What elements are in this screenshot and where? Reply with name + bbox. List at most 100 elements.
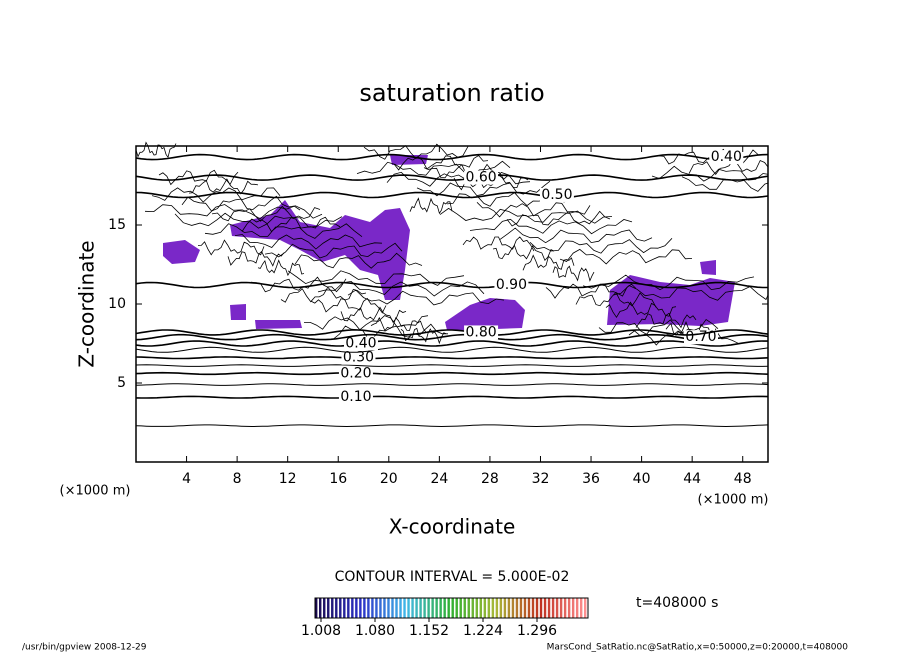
contour-label: 0.80 — [465, 324, 496, 340]
contour-texture-line — [294, 252, 423, 269]
colorbar-cell — [447, 598, 450, 618]
contour-label: 0.40 — [711, 149, 742, 165]
contour-texture-line — [469, 218, 633, 235]
colorbar-cell — [451, 598, 454, 618]
colorbar-cell — [343, 598, 346, 618]
contour-texture-line — [552, 265, 595, 282]
contour-texture-line — [250, 276, 347, 293]
colorbar-cell — [355, 598, 358, 618]
contour-line — [135, 383, 769, 386]
colorbar-cell — [327, 598, 330, 618]
contour-texture-line — [204, 223, 363, 239]
contour-texture-line — [393, 154, 489, 171]
contour-texture-line — [439, 207, 613, 224]
contour-label: 0.20 — [340, 366, 371, 382]
colorbar-cell — [387, 598, 390, 618]
colorbar-cell — [435, 598, 438, 618]
contour-label: 0.10 — [340, 389, 371, 405]
shade-region — [445, 298, 525, 330]
colorbar-cell — [383, 598, 386, 618]
colorbar-tick-label: 1.080 — [355, 623, 395, 639]
contour-texture-line — [158, 169, 239, 186]
footer-left: /usr/bin/gpview 2008-12-29 — [22, 643, 147, 653]
colorbar-cell — [567, 598, 571, 618]
contour-label-bg — [338, 366, 373, 381]
contour-line — [135, 191, 769, 199]
colorbar-cell — [523, 598, 527, 618]
colorbar-cell — [335, 598, 338, 618]
colorbar-cell — [427, 598, 430, 618]
x-tick-label: 12 — [279, 471, 297, 487]
colorbar-cell — [403, 598, 406, 618]
colorbar-tick-label: 1.296 — [517, 623, 557, 639]
contour-label: 0.40 — [345, 336, 376, 352]
contour-texture-line — [264, 242, 403, 259]
colorbar-cell — [487, 598, 491, 618]
contour-texture-line — [151, 187, 281, 203]
contour-texture-line — [188, 178, 259, 195]
colorbar-cell — [411, 598, 414, 618]
colorbar-cell — [423, 598, 426, 618]
colorbar-cell — [359, 598, 362, 618]
contour-texture-line — [227, 250, 285, 267]
colorbar-cell — [371, 598, 374, 618]
x-tick-label: 8 — [233, 471, 242, 487]
contour-texture-line — [409, 197, 453, 215]
contour-label-bg — [341, 350, 376, 365]
colorbar-cell — [503, 598, 507, 618]
x-tick-label: 36 — [582, 471, 600, 487]
y-unit: (×1000 m) — [60, 484, 131, 499]
colorbar-cell — [531, 598, 535, 618]
contour-line — [135, 281, 768, 289]
colorbar-cell — [347, 598, 350, 618]
contour-label-bg — [709, 150, 744, 165]
x-tick-label: 28 — [481, 471, 499, 487]
colorbar-cell — [471, 598, 474, 618]
x-tick-label: 44 — [683, 471, 701, 487]
colorbar-cell — [415, 598, 418, 618]
contour-line — [135, 329, 769, 336]
contour-texture-line — [476, 202, 591, 218]
colorbar-tick-label: 1.152 — [409, 623, 449, 639]
contour-texture-line — [462, 236, 535, 252]
colorbar-cell — [579, 598, 583, 618]
contour-texture-line — [363, 143, 469, 160]
colorbar-cell — [419, 598, 422, 618]
shade-region — [230, 200, 410, 300]
contour-texture-line — [280, 286, 367, 303]
contour-texture-line — [211, 205, 321, 222]
contour-line — [135, 371, 769, 376]
contour-texture-line — [529, 238, 673, 254]
contour-texture-line — [287, 270, 465, 286]
colorbar-cell — [507, 598, 511, 618]
colorbar-cell — [583, 598, 587, 618]
y-tick-label: 5 — [117, 375, 126, 391]
contour-line — [135, 153, 769, 161]
contour-label-bg — [539, 187, 574, 202]
colorbar-cell — [363, 598, 366, 618]
x-tick-label: 48 — [734, 471, 752, 487]
contour-texture-line — [135, 141, 177, 159]
contour-label-bg — [494, 278, 529, 293]
x-axis-label: X-coordinate — [389, 515, 516, 539]
colorbar-cell — [547, 598, 551, 618]
colorbar-cell — [399, 598, 402, 618]
colorbar-cell — [395, 598, 398, 618]
colorbar-cell — [551, 598, 555, 618]
colorbar-cell — [539, 598, 543, 618]
contour-texture-line — [174, 212, 343, 229]
colorbar-cell — [559, 598, 563, 618]
colorbar-cell — [571, 598, 575, 618]
contour-line — [135, 340, 769, 347]
colorbar-frame — [314, 597, 589, 619]
colorbar-cell — [535, 598, 539, 618]
colorbar-cell — [407, 598, 410, 618]
contour-interval: CONTOUR INTERVAL = 5.000E-02 — [335, 569, 570, 585]
contour-texture-line — [386, 171, 531, 188]
contour-texture-line — [356, 160, 511, 177]
colorbar-cell — [467, 598, 470, 618]
contour-texture-line — [522, 254, 575, 271]
x-tick-label: 32 — [532, 471, 550, 487]
contour-label: 0.50 — [541, 187, 572, 203]
contour-texture-line — [144, 204, 323, 220]
